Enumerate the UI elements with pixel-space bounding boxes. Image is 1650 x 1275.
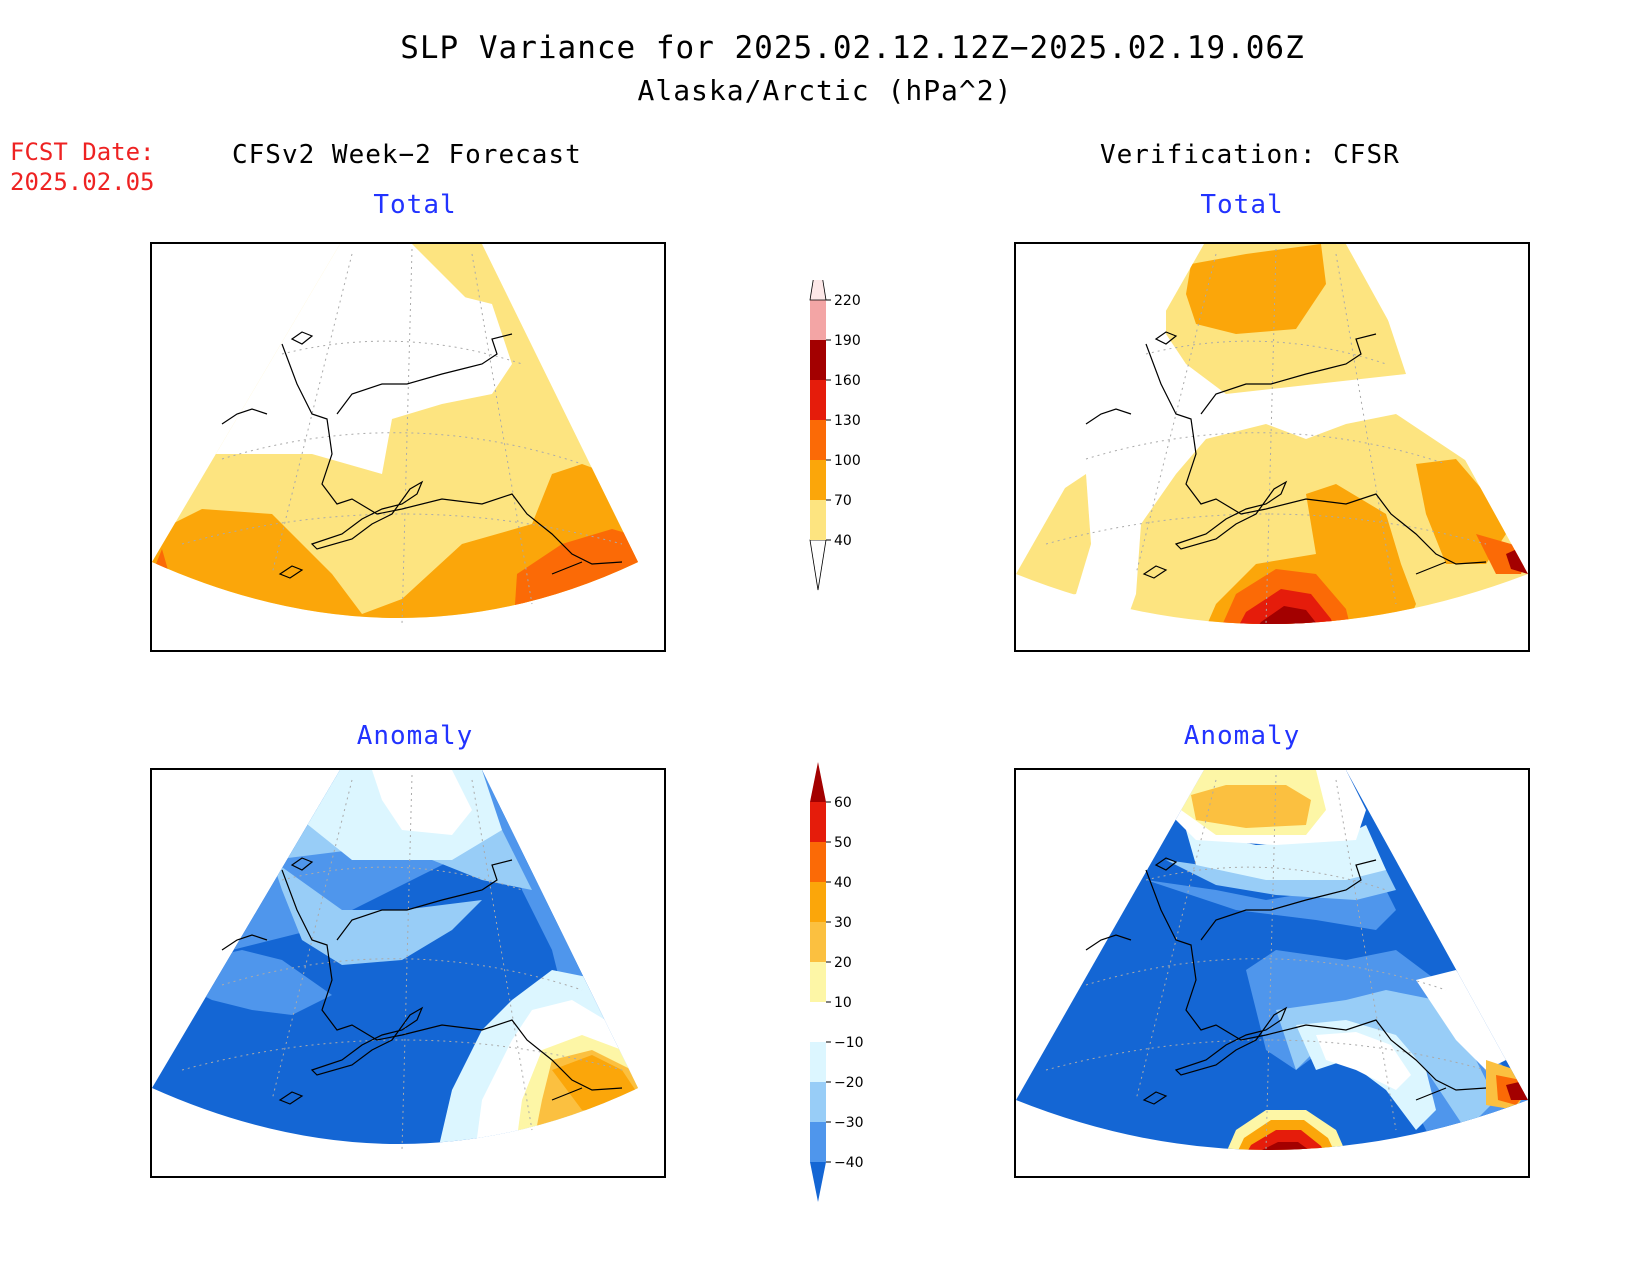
colorbar-bin <box>810 500 826 540</box>
main-title: SLP Variance for 2025.02.12.12Z−2025.02.… <box>400 30 1305 66</box>
colorbar-tick-label: −10 <box>834 1035 864 1051</box>
colorbar-bin <box>810 1002 826 1042</box>
coastline <box>221 857 623 1105</box>
colorbar-bin <box>809 280 827 301</box>
colorbar-tick-label: 60 <box>834 795 852 811</box>
contour-minus10-10 <box>372 770 472 835</box>
contour-20-30 <box>1191 785 1311 828</box>
colorbar-bin <box>810 842 826 882</box>
main-subtitle: Alaska/Arctic (hPa^2) <box>637 74 1013 107</box>
contour-above-220 <box>1266 636 1308 650</box>
colorbar-bin <box>810 1042 826 1082</box>
verification-anomaly-map <box>1014 768 1530 1178</box>
contour-below-40-north <box>397 244 492 324</box>
colorbar-bin <box>809 539 827 591</box>
contour-minus10-10 <box>1316 1032 1411 1090</box>
colorbar-tick-label: 50 <box>834 835 852 851</box>
coastline <box>221 331 623 579</box>
colorbar-tick-label: 190 <box>834 333 861 349</box>
colorbar-bin <box>810 340 826 380</box>
colorbar-bin <box>810 420 826 460</box>
contour-40-70-west <box>1016 474 1091 604</box>
colorbar-tick-label: 30 <box>834 915 852 931</box>
contour-minus10-10-east <box>1416 970 1506 1070</box>
colorbar-tick-label: 20 <box>834 955 852 971</box>
colorbar-bin <box>810 460 826 500</box>
colorbar-bin <box>810 300 826 340</box>
colorbar-tick-label: 160 <box>834 373 861 389</box>
colorbar-tick-label: 130 <box>834 413 861 429</box>
colorbar-bin <box>810 882 826 922</box>
colorbar-tick-label: −20 <box>834 1075 864 1091</box>
colorbar-tick-label: 10 <box>834 995 852 1011</box>
coastline <box>1085 857 1487 1105</box>
colorbar-tick-label: 100 <box>834 453 861 469</box>
fcst-date-value: 2025.02.05 <box>10 168 155 196</box>
forecast-column-header: CFSv2 Week−2 Forecast <box>232 140 582 170</box>
forecast-anomaly-map <box>150 768 666 1178</box>
coastline <box>1085 331 1487 579</box>
colorbar-bin <box>810 1162 826 1202</box>
colorbar-bin <box>810 962 826 1002</box>
contour-50-60-south <box>1234 1130 1336 1150</box>
lat-lon-grid <box>1045 774 1487 1151</box>
colorbar-bin <box>810 762 826 802</box>
verification-anomaly-title: Anomaly <box>1183 721 1301 751</box>
contour-160-190 <box>1241 606 1328 624</box>
total-colorbar: 40 70 100 130 160 190 220 <box>809 280 861 591</box>
colorbar-tick-label: 40 <box>834 875 852 891</box>
colorbar-tick-label: −30 <box>834 1115 864 1131</box>
contour-minus30-minus20-south <box>272 860 482 965</box>
forecast-anomaly-title: Anomaly <box>356 721 474 751</box>
forecast-total-title: Total <box>373 190 457 220</box>
fcst-date-label: FCST Date: <box>10 138 155 166</box>
colorbar-tick-label: 70 <box>834 493 852 509</box>
lat-lon-grid <box>1045 248 1487 625</box>
colorbar-bin <box>810 1082 826 1122</box>
colorbar-tick-label: 220 <box>834 293 861 309</box>
contour-minus40-minus30-north <box>1146 870 1396 930</box>
colorbar-bin <box>810 802 826 842</box>
colorbar-bin <box>810 380 826 420</box>
verification-total-map <box>1014 242 1530 652</box>
colorbar-bin <box>810 922 826 962</box>
verification-column-header: Verification: CFSR <box>1100 140 1400 170</box>
lat-lon-grid <box>181 248 623 625</box>
colorbar-bin <box>810 1122 826 1162</box>
forecast-total-map <box>150 242 666 652</box>
colorbar-tick-label: −40 <box>834 1155 864 1171</box>
colorbar-tick-label: 40 <box>834 533 852 549</box>
contour-minus20-minus10-north <box>1186 825 1386 880</box>
contour-70-100-north <box>1186 244 1326 334</box>
contour-190-220 <box>1254 624 1318 650</box>
fcst-date-block: FCST Date: 2025.02.05 <box>10 137 155 197</box>
verification-total-title: Total <box>1200 190 1284 220</box>
anomaly-colorbar: 60 50 40 30 20 10 −10 −20 −30 −40 <box>810 762 864 1202</box>
lat-lon-grid <box>181 774 623 1151</box>
